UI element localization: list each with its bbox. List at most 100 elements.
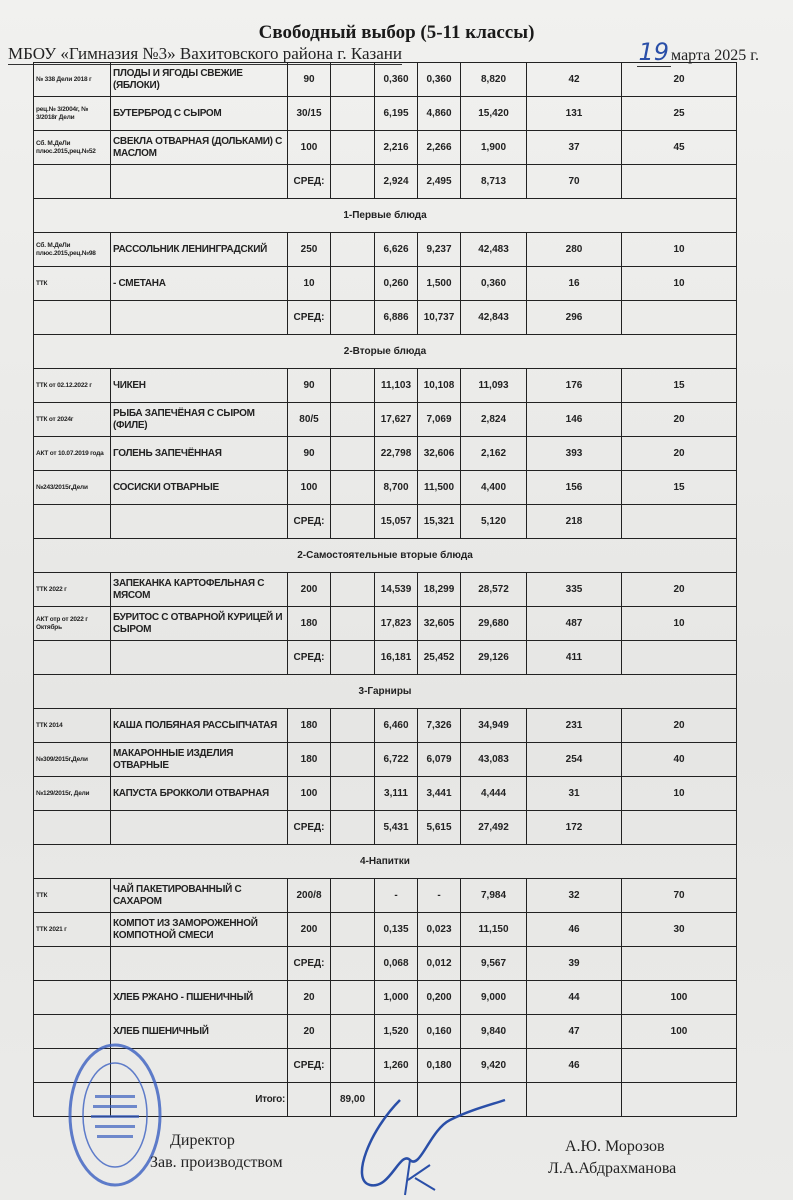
cell-recipe: 20 bbox=[621, 436, 737, 471]
cell-price bbox=[330, 300, 375, 335]
section-title: 2-Вторые блюда bbox=[33, 334, 737, 369]
cell-protein: - bbox=[374, 878, 418, 913]
cell-price bbox=[330, 470, 375, 505]
cell-protein: 0,360 bbox=[374, 62, 418, 97]
cell-kcal: 146 bbox=[526, 402, 622, 437]
cell-fat: 2,495 bbox=[417, 164, 461, 199]
cell-price bbox=[330, 572, 375, 607]
cell-kcal: 16 bbox=[526, 266, 622, 301]
date-day: 19 bbox=[636, 38, 672, 67]
cell-kcal: 131 bbox=[526, 96, 622, 131]
cell-carbs: 0,360 bbox=[460, 266, 527, 301]
cell-price bbox=[330, 504, 375, 539]
cell-kcal: 31 bbox=[526, 776, 622, 811]
section-title: 2-Самостоятельные вторые блюда bbox=[33, 538, 737, 573]
cell-protein: 3,111 bbox=[374, 776, 418, 811]
cell-kcal: 70 bbox=[526, 164, 622, 199]
cell-name: ПЛОДЫ И ЯГОДЫ СВЕЖИЕ (ЯБЛОКИ) bbox=[110, 62, 288, 97]
cell-price bbox=[330, 606, 375, 641]
cell-carbs: 11,093 bbox=[460, 368, 527, 403]
cell-kcal: 47 bbox=[526, 1014, 622, 1049]
cell-recipe: 15 bbox=[621, 470, 737, 505]
cell-portion: 100 bbox=[287, 776, 331, 811]
cell-recipe: 45 bbox=[621, 130, 737, 165]
cell-price bbox=[330, 810, 375, 845]
cell-kcal: 296 bbox=[526, 300, 622, 335]
table-row: Сб. М.ДеЛи плюс.2015,рец.№52 СВЕКЛА ОТВАР… bbox=[33, 130, 737, 165]
cell-protein: 6,886 bbox=[374, 300, 418, 335]
cell-name: РАССОЛЬНИК ЛЕНИНГРАДСКИЙ bbox=[110, 232, 288, 267]
cell-price bbox=[330, 1048, 375, 1083]
cell-name bbox=[110, 1048, 288, 1083]
cell-ref: ТТК 2021 г bbox=[33, 912, 111, 947]
official-stamp bbox=[68, 1043, 162, 1187]
cell-portion: 90 bbox=[287, 368, 331, 403]
cell-name bbox=[110, 640, 288, 675]
table-row: ТТК от 02.12.2022 г ЧИКЕН 90 11,103 10,108 11… bbox=[33, 368, 737, 403]
cell-name: КАПУСТА БРОККОЛИ ОТВАРНАЯ bbox=[110, 776, 288, 811]
table-row: ТТК 2014 КАША ПОЛБЯНАЯ РАССЫПЧАТАЯ 180 6,46… bbox=[33, 708, 737, 743]
cell-name: ХЛЕБ РЖАНО - ПШЕНИЧНЫЙ bbox=[110, 980, 288, 1015]
average-row: СРЕД: 16,181 25,452 29,126 411 bbox=[33, 640, 737, 675]
cell-price bbox=[330, 946, 375, 981]
section-header-row: 2-Самостоятельные вторые блюда bbox=[33, 538, 737, 573]
cell-ref: ТТК от 2024г bbox=[33, 402, 111, 437]
cell-protein: 14,539 bbox=[374, 572, 418, 607]
cell-kcal: 231 bbox=[526, 708, 622, 743]
handwritten-signature bbox=[360, 1098, 506, 1196]
cell-recipe: 40 bbox=[621, 742, 737, 777]
table-row: ТТК ЧАЙ ПАКЕТИРОВАННЫЙ С САХАРОМ 200/8- -7,… bbox=[33, 878, 737, 913]
section-header-row: 4-Напитки bbox=[33, 844, 737, 879]
cell-recipe: 20 bbox=[621, 572, 737, 607]
cell-ref bbox=[33, 504, 111, 539]
cell-price bbox=[330, 1014, 375, 1049]
cell-price bbox=[330, 164, 375, 199]
cell-fat: 5,615 bbox=[417, 810, 461, 845]
cell-portion: СРЕД: bbox=[287, 810, 331, 845]
cell-carbs: 42,843 bbox=[460, 300, 527, 335]
cell-fat: 0,180 bbox=[417, 1048, 461, 1083]
cell-name bbox=[110, 164, 288, 199]
cell-portion: СРЕД: bbox=[287, 640, 331, 675]
average-row: СРЕД: 5,431 5,615 27,492 172 bbox=[33, 810, 737, 845]
cell-portion: СРЕД: bbox=[287, 1048, 331, 1083]
cell-kcal: 487 bbox=[526, 606, 622, 641]
cell-kcal: 393 bbox=[526, 436, 622, 471]
cell-carbs: 9,567 bbox=[460, 946, 527, 981]
cell-price bbox=[330, 130, 375, 165]
cell-protein: 6,626 bbox=[374, 232, 418, 267]
cell-fat: 10,108 bbox=[417, 368, 461, 403]
cell-name: ЗАПЕКАНКА КАРТОФЕЛЬНАЯ С МЯСОМ bbox=[110, 572, 288, 607]
cell-carbs: 42,483 bbox=[460, 232, 527, 267]
cell-portion: 180 bbox=[287, 708, 331, 743]
cell-protein: 0,068 bbox=[374, 946, 418, 981]
cell-carbs: 5,120 bbox=[460, 504, 527, 539]
table-row: АКТ отр от 2022 г Октябрь БУРИТОС С ОТВАР… bbox=[33, 606, 737, 641]
cell-fat: 32,605 bbox=[417, 606, 461, 641]
cell-ref bbox=[33, 300, 111, 335]
cell-protein: 1,000 bbox=[374, 980, 418, 1015]
cell-ref: №309/2015г,Дели bbox=[33, 742, 111, 777]
table-row: Сб. М.ДеЛи плюс.2015,рец.№98 РАССОЛЬНИК Л… bbox=[33, 232, 737, 267]
cell-price bbox=[330, 96, 375, 131]
cell-price bbox=[330, 742, 375, 777]
cell-kcal bbox=[526, 1082, 622, 1117]
cell-carbs: 9,000 bbox=[460, 980, 527, 1015]
cell-carbs: 8,820 bbox=[460, 62, 527, 97]
cell-protein: 17,823 bbox=[374, 606, 418, 641]
section-title: 1-Первые блюда bbox=[33, 198, 737, 233]
cell-carbs: 15,420 bbox=[460, 96, 527, 131]
cell-portion: 100 bbox=[287, 130, 331, 165]
cell-fat: 18,299 bbox=[417, 572, 461, 607]
cell-portion: 20 bbox=[287, 1014, 331, 1049]
cell-fat: 1,500 bbox=[417, 266, 461, 301]
cell-ref: Сб. М.ДеЛи плюс.2015,рец.№52 bbox=[33, 130, 111, 165]
cell-fat: 7,069 bbox=[417, 402, 461, 437]
cell-recipe bbox=[621, 300, 737, 335]
cell-name: ЧАЙ ПАКЕТИРОВАННЫЙ С САХАРОМ bbox=[110, 878, 288, 913]
cell-recipe: 10 bbox=[621, 606, 737, 641]
cell-recipe: 20 bbox=[621, 402, 737, 437]
cell-fat: 0,200 bbox=[417, 980, 461, 1015]
cell-ref: рец.№ 3/2004г, № 3/2018г Дели bbox=[33, 96, 111, 131]
